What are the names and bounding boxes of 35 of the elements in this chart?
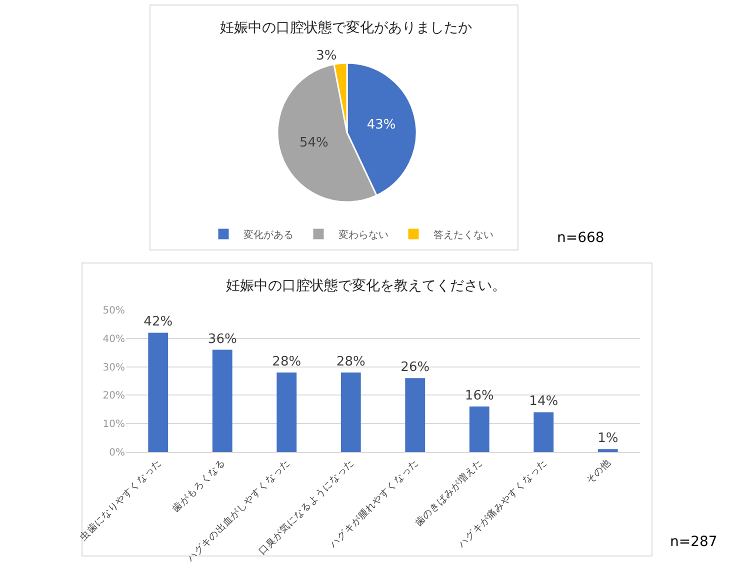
y-tick-label: 0% — [109, 448, 125, 458]
bar — [405, 378, 426, 452]
y-tick-label: 50% — [102, 306, 125, 316]
y-tick-label: 40% — [102, 334, 125, 345]
data-label: 1% — [598, 431, 618, 446]
y-tick-label: 10% — [102, 419, 125, 430]
x-tick-label: 虫歯になりやすくなった — [77, 456, 164, 543]
data-label: 16% — [464, 388, 494, 404]
data-label: 14% — [529, 394, 558, 410]
y-tick-label: 30% — [102, 362, 125, 374]
data-label: 36% — [208, 332, 237, 347]
bar — [340, 372, 361, 452]
bar — [534, 412, 554, 452]
data-label: 43% — [366, 117, 396, 132]
bar — [148, 332, 168, 452]
data-label: 54% — [300, 136, 328, 151]
data-label: 28% — [336, 354, 366, 370]
legend-label: 変化がある — [244, 228, 294, 241]
data-label: 26% — [400, 360, 430, 376]
x-tick-label: 歯がもろくなる — [170, 456, 228, 515]
data-label: 42% — [144, 314, 173, 330]
data-label: 28% — [272, 354, 302, 370]
chart-title: 妊娠中の口腔状態で変化を教えてください。 — [226, 278, 506, 294]
legend-label: 答えたくない — [434, 228, 494, 241]
text: n=668 — [557, 230, 604, 246]
x-tick-label: その他 — [584, 456, 614, 486]
text: n=287 — [670, 534, 718, 550]
bar — [212, 350, 232, 452]
bar — [598, 449, 618, 452]
legend-label: 変わらない — [338, 228, 388, 241]
bar — [469, 406, 490, 452]
data-label: 3% — [316, 48, 337, 64]
chart-title: 妊娠中の口腔状態で変化がありましたか — [220, 20, 472, 36]
bar — [276, 372, 297, 452]
y-tick-label: 20% — [102, 390, 125, 402]
